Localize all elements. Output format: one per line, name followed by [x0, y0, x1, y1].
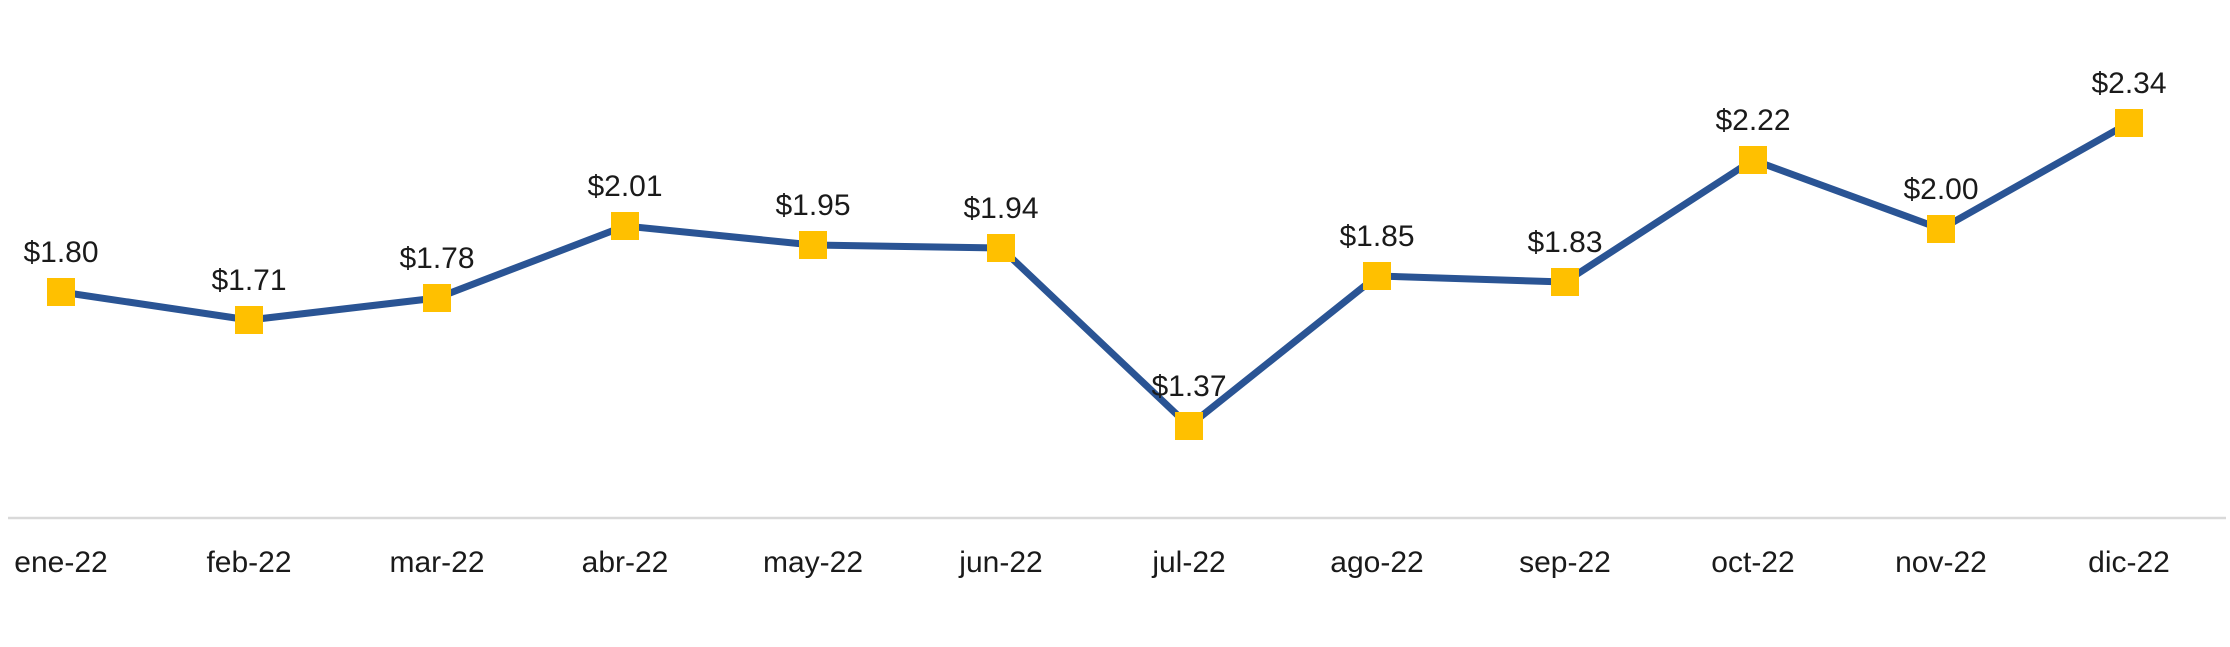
x-axis-tick-label: mar-22 — [389, 546, 484, 579]
data-point-label: $2.34 — [2091, 67, 2166, 100]
data-point-label: $1.94 — [963, 192, 1038, 225]
data-point-label: $2.01 — [587, 170, 662, 203]
data-point-marker[interactable] — [1175, 412, 1203, 440]
x-axis-tick-label: ago-22 — [1330, 546, 1423, 579]
x-axis-tick-label: jun-22 — [958, 546, 1042, 579]
x-axis-tick-label: jul-22 — [1151, 546, 1225, 579]
x-axis-tick-label: nov-22 — [1895, 546, 1987, 579]
x-axis-tick-label: oct-22 — [1711, 546, 1794, 579]
data-point-label: $1.78 — [399, 242, 474, 275]
data-point-marker[interactable] — [799, 231, 827, 259]
data-point-marker[interactable] — [47, 278, 75, 306]
data-point-marker[interactable] — [2115, 109, 2143, 137]
data-point-label: $2.22 — [1715, 104, 1790, 137]
data-point-label: $1.95 — [775, 189, 850, 222]
data-point-label: $1.85 — [1339, 220, 1414, 253]
series-line[interactable] — [57, 119, 2133, 430]
data-point-marker[interactable] — [235, 306, 263, 334]
data-point-marker[interactable] — [423, 284, 451, 312]
x-axis-tick-label: sep-22 — [1519, 546, 1611, 579]
data-point-marker[interactable] — [1363, 262, 1391, 290]
data-point-label: $1.83 — [1527, 226, 1602, 259]
data-point-marker[interactable] — [1739, 146, 1767, 174]
data-point-marker[interactable] — [1551, 268, 1579, 296]
x-axis-tick-label: may-22 — [763, 546, 863, 579]
data-point-label: $1.37 — [1151, 370, 1226, 403]
data-point-label: $2.00 — [1903, 173, 1978, 206]
data-point-marker[interactable] — [987, 234, 1015, 262]
data-point-label: $1.80 — [23, 236, 98, 269]
data-point-marker[interactable] — [1927, 215, 1955, 243]
x-axis-tick-label: dic-22 — [2088, 546, 2170, 579]
data-point-marker[interactable] — [611, 212, 639, 240]
data-point-label: $1.71 — [211, 264, 286, 297]
x-axis-tick-label: feb-22 — [206, 546, 291, 579]
x-axis-tick-label: abr-22 — [582, 546, 669, 579]
x-axis-tick-label: ene-22 — [14, 546, 107, 579]
